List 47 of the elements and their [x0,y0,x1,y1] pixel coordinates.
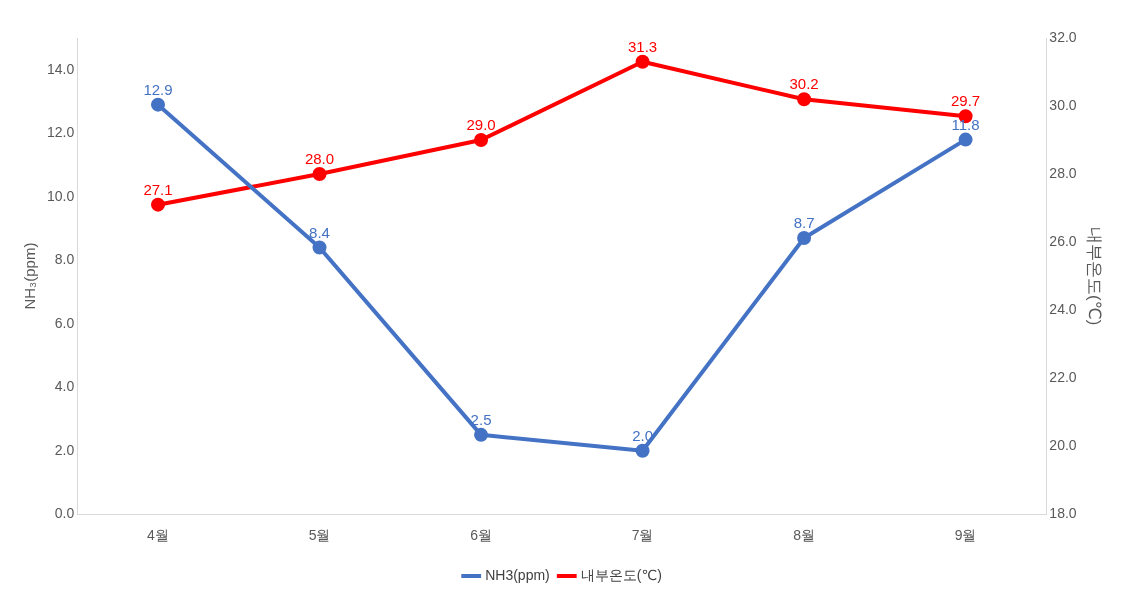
y-tick-label: 6.0 [54,314,75,331]
data-label: 28.0 [304,150,335,168]
data-label: 31.3 [627,37,658,55]
y-tick-label: 4.0 [54,378,75,395]
point [474,133,489,148]
y2-tick-label: 32.0 [1049,28,1077,45]
y2-axis-title: 내부온도(℃) [1085,226,1105,326]
y2-tick-label: 22.0 [1049,369,1077,385]
x-tick-label: 8월 [793,527,815,544]
y2-tick-label: 18.0 [1049,505,1077,522]
data-label: 29.0 [466,116,496,134]
data-label: 8.4 [309,223,330,241]
point [312,167,327,182]
y-tick-label: 10.0 [47,187,75,204]
y2-tick-label: 28.0 [1049,164,1077,181]
data-label: 11.8 [951,115,980,133]
y2-tick-label: 24.0 [1049,300,1077,317]
y-tick-label: 0.0 [54,505,75,522]
data-label: 12.9 [143,80,173,98]
point [635,443,650,458]
point [797,92,812,107]
x-tick-label: 7월 [631,527,654,544]
data-label: 29.7 [950,92,981,110]
legend-label: 내부온도(℃) [580,566,662,583]
y-tick-label: 14.0 [47,60,75,77]
y-axis-title: NH₃(ppm) [21,242,39,310]
point [312,240,327,255]
x-tick-label: 5월 [308,527,331,544]
data-label: 27.1 [143,180,173,198]
data-label: 30.2 [789,75,819,93]
x-tick-label: 4월 [147,527,169,544]
y2-tick-label: 26.0 [1049,232,1077,249]
legend-label: NH3(ppm) [485,566,550,583]
x-tick-label: 6월 [470,527,492,544]
y-tick-label: 8.0 [54,251,75,268]
point [635,54,650,69]
y-tick-label: 12.0 [47,124,75,141]
point [797,231,812,245]
y2-tick-label: 30.0 [1049,96,1077,113]
x-tick-label: 9월 [954,527,977,544]
data-label: 8.7 [793,214,815,232]
point [151,197,166,212]
point [474,427,489,442]
y-tick-label: 2.0 [54,441,75,458]
y2-tick-label: 20.0 [1049,437,1077,454]
point [151,97,166,112]
point [958,132,973,147]
